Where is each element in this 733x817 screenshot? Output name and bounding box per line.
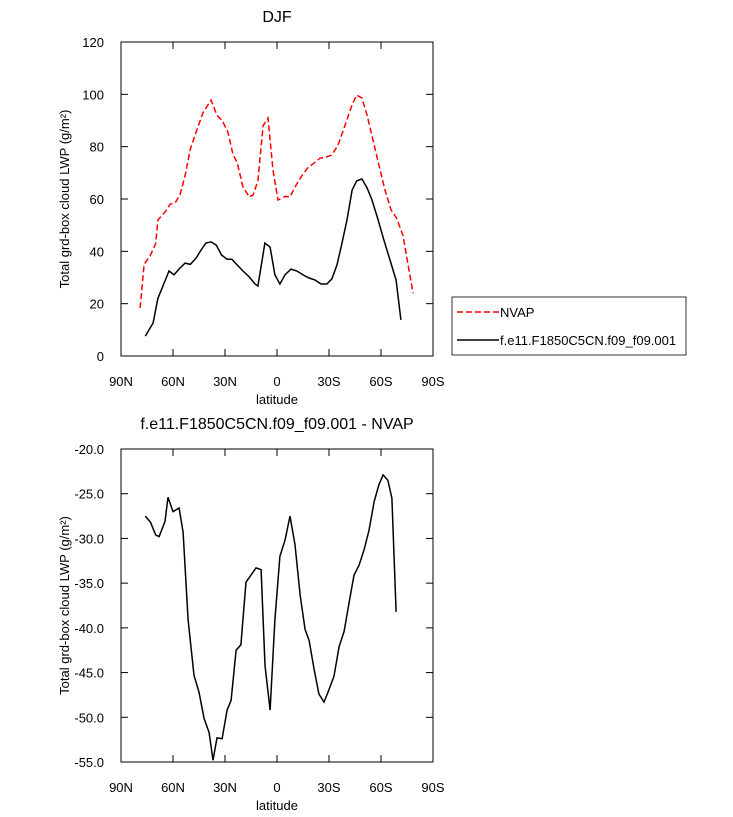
y-tick-label: 80 [90, 140, 104, 155]
legend-label: NVAP [500, 305, 534, 320]
x-tick-label: 90N [109, 374, 133, 389]
y-tick-label: -30.0 [74, 531, 104, 546]
data-line [144, 473, 397, 761]
x-tick-label: 60S [369, 780, 392, 795]
plot-frame [120, 448, 434, 763]
x-tick-label: 60S [369, 374, 392, 389]
x-tick-label: 60N [161, 780, 185, 795]
y-tick-label: -20.0 [74, 442, 104, 457]
x-tick-label: 30N [213, 780, 237, 795]
x-tick-label: 90N [109, 780, 133, 795]
x-tick-label: 0 [273, 780, 280, 795]
y-tick-label: -55.0 [74, 755, 104, 770]
x-tick-label: 90S [421, 780, 444, 795]
y-tick-label: -40.0 [74, 621, 104, 636]
y-tick-label: 60 [90, 192, 104, 207]
y-axis-label: Total grd-box cloud LWP (g/m²) [57, 516, 72, 695]
y-tick-label: -35.0 [74, 576, 104, 591]
legend-label: f.e11.F1850C5CN.f09_f09.001 [500, 333, 676, 348]
y-tick-label: 40 [90, 244, 104, 259]
x-tick-label: 30S [317, 780, 340, 795]
data-line [139, 94, 414, 309]
y-tick-label: 0 [97, 349, 104, 364]
x-axis-label: latitude [256, 392, 298, 407]
data-line [144, 177, 402, 337]
x-axis-label: latitude [256, 798, 298, 813]
x-tick-label: 90S [421, 374, 444, 389]
x-tick-label: 0 [273, 374, 280, 389]
y-axis-label: Total grd-box cloud LWP (g/m²) [57, 110, 72, 289]
y-tick-label: -50.0 [74, 710, 104, 725]
legend-box [451, 296, 687, 356]
chart-title: f.e11.F1850C5CN.f09_f09.001 - NVAP [140, 416, 413, 433]
y-tick-label: -25.0 [74, 487, 104, 502]
y-tick-label: 100 [82, 87, 104, 102]
y-tick-label: -45.0 [74, 666, 104, 681]
chart-title: DJF [262, 9, 292, 26]
plot-frame [120, 41, 434, 357]
y-tick-label: 20 [90, 297, 104, 312]
y-tick-label: 120 [82, 35, 104, 50]
x-tick-label: 60N [161, 374, 185, 389]
x-tick-label: 30S [317, 374, 340, 389]
x-tick-label: 30N [213, 374, 237, 389]
